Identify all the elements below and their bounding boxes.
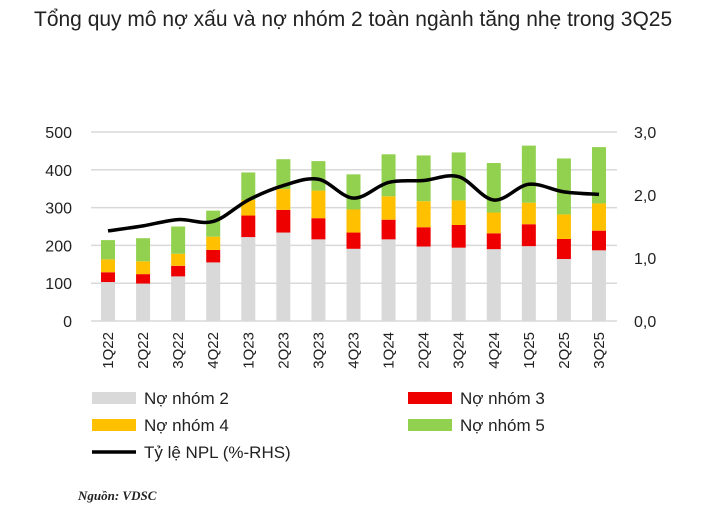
bar-segment	[416, 227, 431, 247]
bar-segment	[416, 201, 431, 228]
bar-segment	[346, 232, 361, 249]
y-tick-label: 100	[45, 276, 72, 293]
bar-segment	[101, 240, 115, 260]
bar-segment	[206, 236, 221, 250]
x-tick-label: 4Q23	[345, 332, 362, 369]
bar-segment	[486, 233, 501, 250]
x-tick-label: 3Q25	[591, 332, 608, 369]
bar-segment	[346, 248, 361, 321]
y-tick-label: 400	[45, 163, 72, 180]
x-tick-label: 3Q23	[310, 332, 327, 369]
bar-segment	[311, 239, 326, 321]
legend-label: Nợ nhóm 3	[460, 389, 545, 408]
y2-tick-label: 1,0	[634, 251, 656, 268]
bar-segment	[486, 249, 501, 321]
bar-segment	[171, 253, 186, 266]
bar-segment	[451, 200, 466, 225]
bar-segment	[346, 209, 361, 233]
x-tick-label: 4Q22	[205, 332, 222, 369]
x-tick-label: 1Q25	[521, 332, 538, 369]
x-tick-label: 4Q24	[486, 332, 503, 369]
x-tick-label: 2Q22	[135, 332, 152, 369]
y2-tick-label: 3,0	[634, 125, 656, 142]
bar-segment	[591, 250, 606, 321]
chart-title: Tổng quy mô nợ xấu và nợ nhóm 2 toàn ngà…	[34, 8, 673, 31]
bar-segment	[206, 210, 221, 237]
bar-segment	[381, 196, 396, 220]
bar-segment	[206, 249, 221, 263]
bar-segment	[486, 162, 501, 213]
legend-swatch	[408, 419, 452, 431]
bar-segment	[136, 261, 151, 275]
x-tick-label: 1Q22	[100, 332, 117, 369]
legend-swatch	[92, 419, 136, 431]
bar-segment	[521, 224, 536, 247]
bar-segment	[171, 265, 186, 277]
bar-segment	[311, 190, 326, 219]
bar-segment	[101, 272, 115, 283]
bar-segment	[556, 259, 571, 321]
bar-segment	[346, 174, 361, 210]
bar-segment	[241, 215, 256, 238]
bar-segment	[591, 230, 606, 251]
x-tick-label: 2Q25	[556, 332, 573, 369]
bar-segment	[136, 283, 151, 321]
bar-segment	[276, 189, 291, 210]
x-tick-label: 3Q22	[170, 332, 187, 369]
bar-segment	[556, 214, 571, 239]
bar-segment	[171, 226, 186, 254]
bar-segment	[486, 212, 501, 234]
bar-segment	[276, 209, 291, 233]
bar-segment	[381, 219, 396, 240]
bar-segment	[241, 172, 256, 201]
legend-label: Nợ nhóm 5	[460, 416, 545, 435]
x-tick-label: 1Q23	[240, 332, 257, 369]
bar-segment	[416, 155, 431, 202]
bar-segment	[556, 238, 571, 260]
bar-segment	[381, 239, 396, 321]
bar-segment	[276, 159, 291, 190]
bar-segment	[276, 232, 291, 321]
bar-segment	[591, 203, 606, 231]
x-tick-label: 2Q23	[275, 332, 292, 369]
legend-swatch	[92, 392, 136, 404]
bar-segment	[311, 218, 326, 240]
bar-segment	[416, 246, 431, 321]
y-tick-label: 0	[63, 314, 72, 331]
npl-line	[107, 174, 600, 233]
bar-segment	[521, 145, 536, 203]
bar-segment	[451, 247, 466, 321]
legend-label: Tỷ lệ NPL (%-RHS)	[144, 443, 291, 462]
legend-label: Nợ nhóm 2	[144, 389, 229, 408]
bar-segment	[136, 274, 151, 284]
bar-segment	[556, 158, 571, 215]
y-tick-label: 200	[45, 238, 72, 255]
y-tick-label: 500	[45, 125, 72, 142]
legend-swatch	[408, 392, 452, 404]
y2-tick-label: 0,0	[634, 314, 656, 331]
bar-segment	[206, 262, 221, 321]
y2-tick-label: 2,0	[634, 188, 656, 205]
bar-segment	[101, 282, 115, 321]
legend-label: Nợ nhóm 4	[144, 416, 229, 435]
bar-segment	[521, 246, 536, 321]
bar-segment	[171, 276, 186, 321]
x-tick-label: 1Q24	[381, 332, 398, 369]
source-note: Nguồn: VDSC	[78, 488, 157, 503]
bar-segment	[451, 224, 466, 248]
x-tick-label: 3Q24	[451, 332, 468, 369]
bar-segment	[311, 161, 326, 191]
bar-segment	[241, 237, 256, 321]
bar-segment	[136, 238, 151, 262]
bar-segment	[521, 202, 536, 225]
bar-segment	[591, 147, 606, 204]
x-tick-label: 2Q24	[416, 332, 433, 369]
bar-segment	[101, 259, 115, 273]
y-tick-label: 300	[45, 201, 72, 218]
bar-segment	[381, 154, 396, 197]
